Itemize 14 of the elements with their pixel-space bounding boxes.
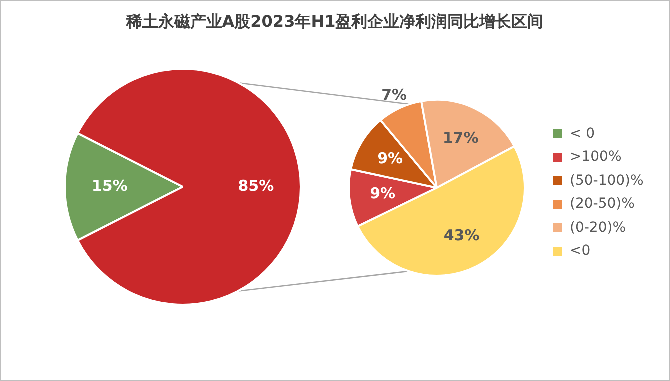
legend-label: (20-50)%: [570, 196, 635, 212]
data-label: 9%: [378, 150, 404, 168]
data-label: 15%: [92, 176, 128, 195]
legend-label: (0-20)%: [570, 220, 626, 236]
legend-label: < 0: [570, 126, 596, 142]
data-label: 43%: [444, 226, 480, 244]
data-label: 85%: [238, 176, 274, 195]
data-label: 7%: [382, 86, 408, 104]
chart-title: 稀土永磁产业A股2023年H1盈利企业净利润同比增长区间: [125, 12, 545, 33]
data-label: 9%: [370, 184, 396, 202]
legend-label: >100%: [570, 149, 622, 166]
legend-label: (50-100)%: [570, 172, 644, 189]
legend-label: <0: [570, 243, 591, 260]
data-label: 17%: [442, 128, 479, 147]
